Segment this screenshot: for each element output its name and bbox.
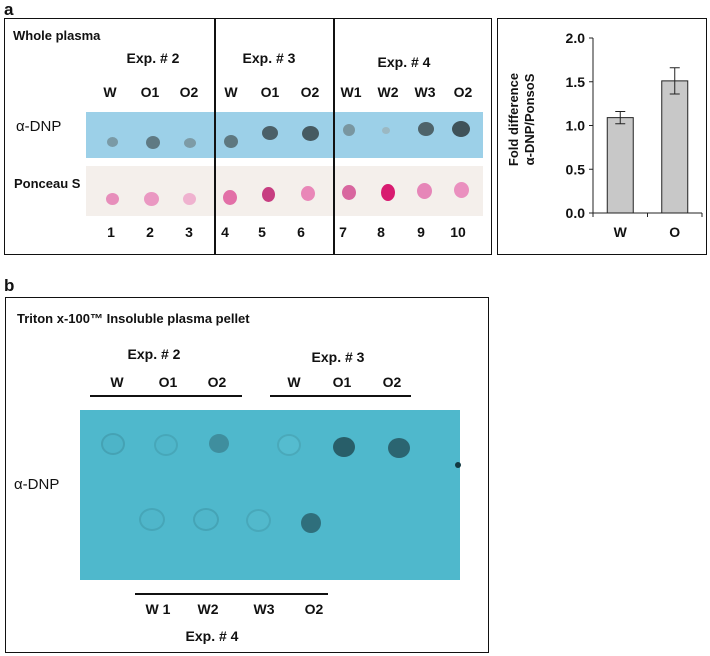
blot-dot [277,434,301,456]
ponceau-dot [183,193,196,205]
ponceau-s-row-label: Ponceau S [14,176,81,191]
blot-dot [301,513,321,533]
blot-dot [246,509,271,532]
group-underline [270,395,411,397]
lane-label: O2 [453,84,473,100]
ponceau-dot [454,182,469,198]
lane-label: W3 [253,601,275,617]
lane-label: W [103,84,117,100]
y-axis-label: α-DNP/PonsoS [522,73,537,165]
blot-dot [333,437,355,457]
blot-dot [262,126,278,140]
y-tick-label: 2.0 [566,30,586,46]
group-underline [135,593,328,595]
blot-dot [107,137,118,147]
blot-dot [209,434,229,453]
y-axis-label: Fold difference [506,73,521,166]
lane-number: 6 [297,224,305,240]
group-label-exp2: Exp. # 2 [127,346,181,362]
blot-dot [139,508,165,531]
lane-label: O1 [260,84,280,100]
ponceau-dot [144,192,159,206]
y-tick-label: 1.0 [566,118,586,134]
lane-number: 5 [258,224,266,240]
lane-label: O2 [300,84,320,100]
panel-b-letter: b [4,276,15,295]
ponceau-dot [106,193,119,205]
group-underline [90,395,242,397]
group-divider [214,18,216,255]
lane-number: 3 [185,224,193,240]
chart-frame [497,18,707,255]
ponceau-stain-strip [86,166,483,216]
lane-label: O2 [382,374,402,390]
ponceau-dot [223,190,237,205]
membrane-blot [80,410,460,580]
bar-chart: 0.0 0.5 1.0 1.5 2.0 W O Fold difference α-DNP/Po… [506,30,703,240]
blot-dot [382,127,390,134]
lane-label: W [110,374,124,390]
lane-label: W2 [197,601,219,617]
lane-label: O2 [179,84,199,100]
lane-number: 9 [417,224,425,240]
lane-label: W1 [340,84,362,100]
ponceau-dot [417,183,432,199]
lane-label: W2 [377,84,399,100]
lane-label: O1 [332,374,352,390]
blot-dot [146,136,160,149]
lane-label: W [224,84,238,100]
group-label-exp3: Exp. # 3 [311,349,365,365]
lane-number: 1 [107,224,115,240]
x-category-label: W [614,224,628,240]
blot-dot [452,121,470,137]
group-label-exp4: Exp. # 4 [185,628,239,644]
lane-label: O2 [304,601,324,617]
blot-dot [184,138,196,148]
bar [661,80,689,214]
panel-b-frame [5,297,489,653]
group-label-exp2: Exp. # 2 [126,50,180,66]
alpha-dnp-row-label: α-DNP [16,118,62,135]
lane-number: 4 [221,224,229,240]
ponceau-dot [381,184,395,201]
bar [606,117,634,214]
blot-speck [455,462,461,468]
lane-number: 2 [146,224,154,240]
lane-label: O1 [158,374,178,390]
blot-dot [224,135,238,148]
lane-label: W3 [414,84,436,100]
blot-dot [418,122,434,136]
blot-dot [388,438,410,458]
blot-dot [193,508,219,531]
ponceau-dot [342,185,356,200]
blot-dot [302,126,319,141]
group-label-exp4: Exp. # 4 [377,54,431,70]
blot-dot [343,124,355,136]
ponceau-dot [262,187,275,202]
panel-b-title: Triton x-100™ Insoluble plasma pellet [17,311,250,326]
lane-number: 10 [450,224,466,240]
y-tick-label: 0.5 [566,161,586,177]
y-tick-label: 0.0 [566,205,586,221]
x-category-label: O [669,224,680,240]
lane-label: W 1 [145,601,171,617]
y-tick-label: 1.5 [566,74,586,90]
alpha-dnp-row-label: α-DNP [14,476,60,493]
lane-label: O2 [207,374,227,390]
panel-a-title: Whole plasma [13,28,101,43]
lane-number: 7 [339,224,347,240]
lane-label: W [287,374,301,390]
group-divider [333,18,335,255]
panel-a-letter: a [4,0,14,19]
group-label-exp3: Exp. # 3 [242,50,296,66]
lane-number: 8 [377,224,385,240]
ponceau-dot [301,186,315,201]
lane-label: O1 [140,84,160,100]
blot-dot [101,433,125,455]
blot-dot [154,434,178,456]
alpha-dnp-blot-strip [86,112,483,158]
panel-a-frame [4,18,492,255]
